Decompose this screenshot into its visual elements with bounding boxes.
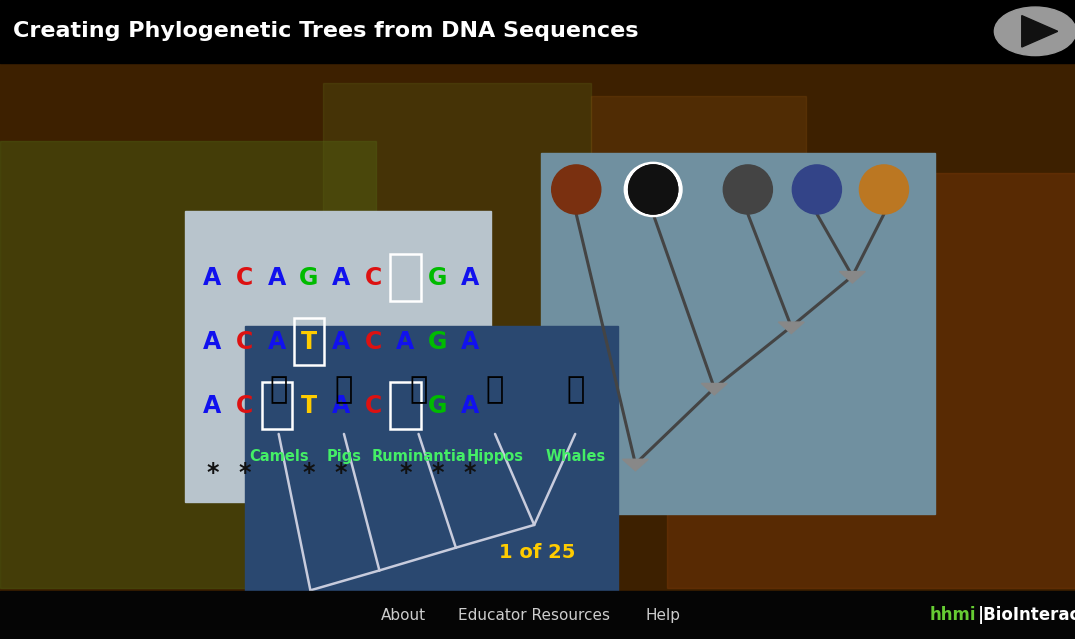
Polygon shape [622,459,648,471]
Text: A: A [268,266,286,289]
Text: A: A [461,266,479,289]
Text: Educator Resources: Educator Resources [458,608,611,622]
Text: G: G [299,266,318,289]
Polygon shape [701,383,727,395]
Bar [245,326,618,610]
Bar [0,0,1075,63]
Text: 🐗: 🐗 [334,374,353,404]
Text: A: A [397,330,415,354]
Text: A: A [332,394,350,418]
Text: Whales: Whales [545,449,605,464]
Text: C: C [364,330,382,354]
Text: *: * [399,461,412,484]
Text: A: A [268,330,286,354]
Text: |BioInteractive: |BioInteractive [978,606,1075,624]
Bar [390,254,420,301]
Text: *: * [463,461,476,484]
Text: *: * [239,461,250,484]
Text: C: C [236,330,254,354]
Ellipse shape [723,165,773,214]
Text: 🐋: 🐋 [567,374,585,404]
Text: 🐪: 🐪 [270,374,288,404]
Text: A: A [332,330,350,354]
Text: G: G [428,330,447,354]
Ellipse shape [792,165,842,214]
Bar [185,211,491,502]
Text: C: C [364,266,382,289]
Text: T: T [301,394,317,418]
Text: A: A [461,394,479,418]
Text: G: G [428,394,447,418]
Bar [322,83,591,351]
Polygon shape [840,272,865,283]
Bar [591,96,806,288]
Text: Camels: Camels [248,449,309,464]
Text: *: * [335,461,347,484]
Text: Creating Phylogenetic Trees from DNA Sequences: Creating Phylogenetic Trees from DNA Seq… [13,21,639,42]
Text: C: C [364,394,382,418]
Bar [0,141,376,588]
Bar [261,382,292,429]
Text: A: A [203,330,221,354]
Ellipse shape [629,165,677,214]
Bar [666,173,1075,588]
Ellipse shape [859,165,908,214]
Bar [0,591,1075,639]
Text: 🦛: 🦛 [486,374,504,404]
Polygon shape [1021,15,1058,47]
Text: hhmi: hhmi [930,606,976,624]
Text: *: * [206,461,218,484]
Text: A: A [461,330,479,354]
Ellipse shape [629,165,677,214]
Text: T: T [301,330,317,354]
Text: G: G [428,266,447,289]
Text: About: About [381,608,426,622]
Bar [390,382,420,429]
Text: C: C [236,266,254,289]
Text: *: * [431,461,444,484]
Bar [541,153,935,514]
Circle shape [994,7,1075,56]
Bar [293,318,325,365]
Text: *: * [303,461,315,484]
Text: 1 of 25: 1 of 25 [499,543,576,562]
Text: Pigs: Pigs [327,449,361,464]
Text: 🦒: 🦒 [410,374,428,404]
Text: Hippos: Hippos [467,449,524,464]
Text: Help: Help [646,608,680,622]
Text: A: A [203,394,221,418]
Ellipse shape [625,162,682,217]
Ellipse shape [551,165,601,214]
Text: Ruminantia: Ruminantia [371,449,465,464]
Text: C: C [236,394,254,418]
Polygon shape [778,322,804,334]
Text: A: A [332,266,350,289]
Text: A: A [203,266,221,289]
